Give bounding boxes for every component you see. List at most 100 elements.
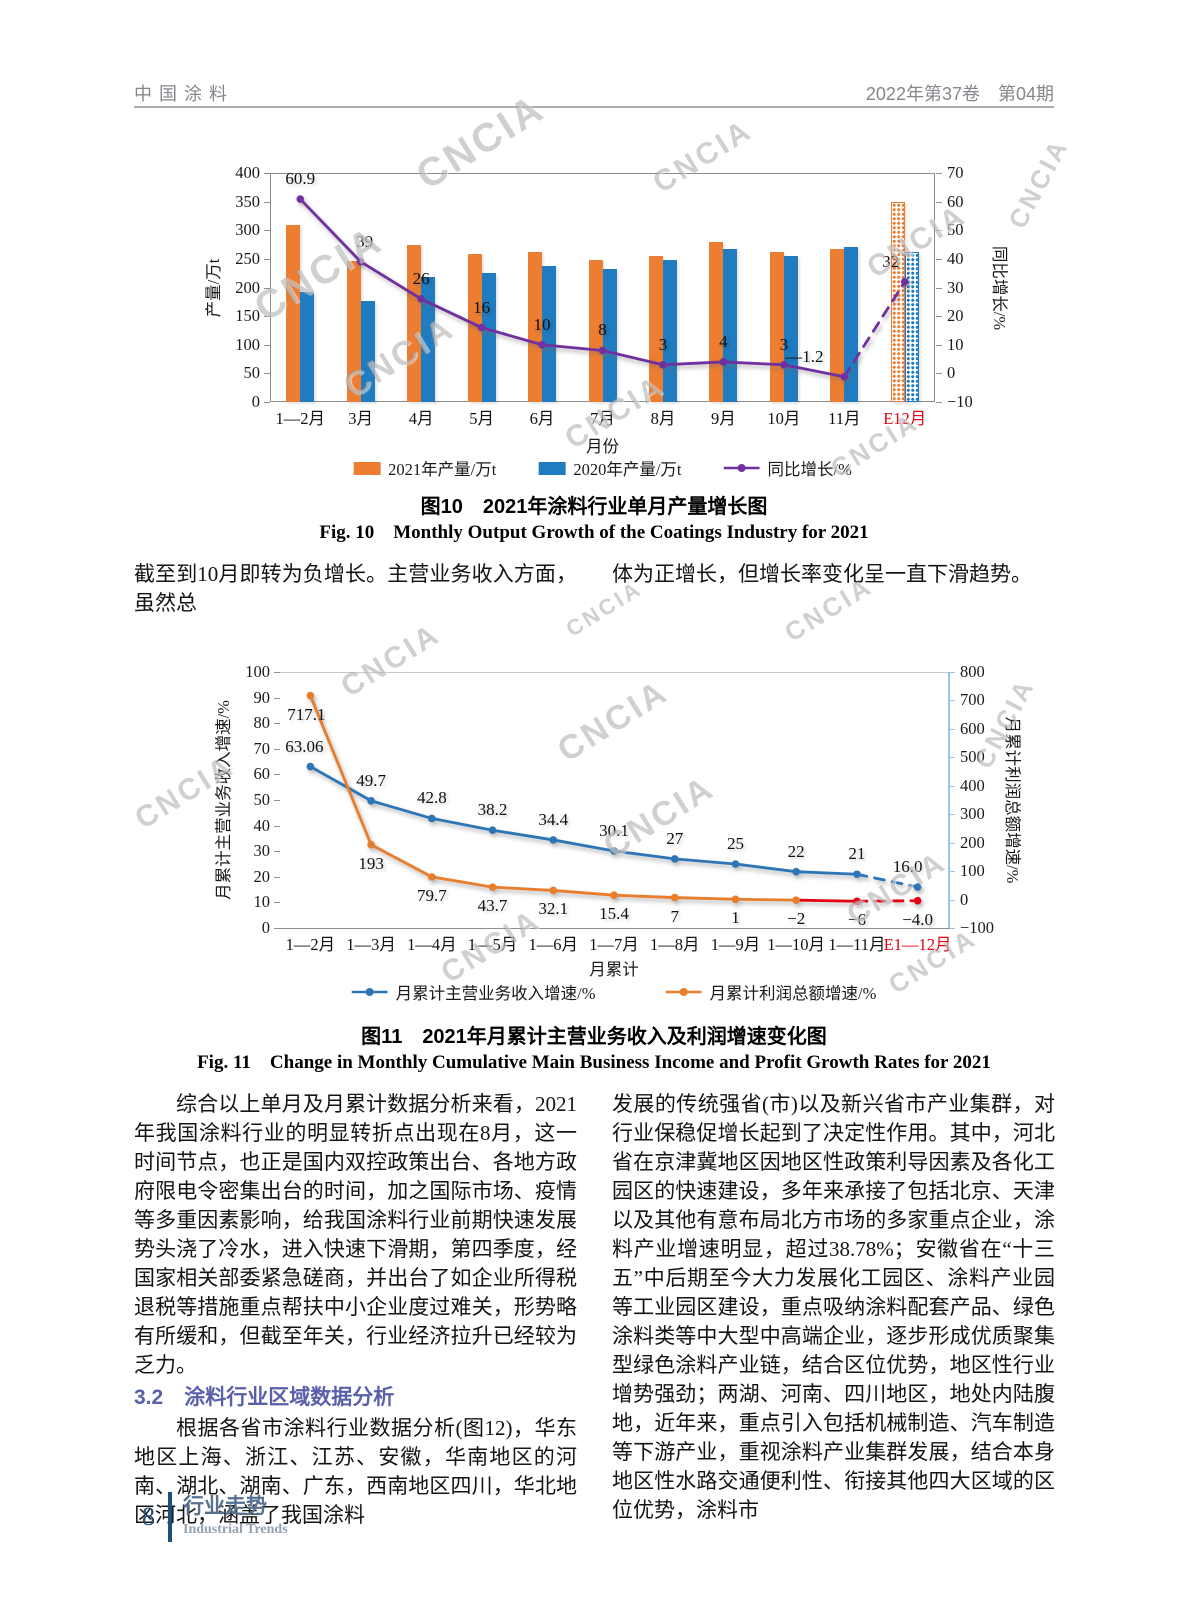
data-label: 34.4 [538, 809, 569, 829]
y-axis-tick-mark [264, 344, 270, 346]
x-axis-tick-label: 1—11月 [828, 935, 886, 954]
data-label: 4 [719, 331, 728, 351]
y-axis-tick-label: −100 [960, 918, 995, 937]
y-axis-tick-mark [274, 825, 280, 827]
y-axis-tick-mark [264, 201, 270, 203]
bar-2021 [467, 253, 482, 402]
legend-label: 同比增长/% [767, 460, 852, 479]
x-axis-tick-label: E1—12月 [883, 935, 952, 954]
y-axis-tick-label: 80 [253, 713, 271, 733]
fig11-caption-en: Fig. 11 Change in Monthly Cumulative Mai… [197, 1052, 991, 1073]
y-axis-tick-mark [949, 928, 955, 929]
footer: 8 行业走势 Industrial Trends [142, 1492, 288, 1542]
y-axis-tick-mark [274, 723, 280, 725]
y-axis-tick-mark [936, 373, 942, 375]
y-axis-tick-label: 350 [235, 191, 260, 211]
y-axis-tick-mark [949, 700, 955, 702]
y-axis-title-right: 月累计利润总额增速/% [1003, 716, 1022, 884]
data-label: 16 [473, 297, 491, 317]
y-axis-tick-mark [936, 258, 942, 260]
x-axis-tick-label: 1—9月 [710, 935, 761, 954]
data-label: 63.06 [285, 736, 324, 756]
y-axis-tick-mark [949, 785, 955, 787]
y-axis-tick-label: 40 [947, 248, 964, 268]
y-axis-tick-mark [949, 728, 955, 730]
section-heading-3-2: 3.2 涂料行业区域数据分析 [134, 1386, 395, 1409]
data-label: 49.7 [356, 770, 386, 790]
right-axis-line [948, 672, 950, 928]
bar-2021 [346, 260, 361, 402]
data-label: 3 [779, 334, 789, 354]
y-axis-tick-mark [949, 871, 955, 873]
page-number: 8 [142, 1502, 155, 1531]
y-axis-tick-label: 10 [253, 892, 271, 912]
data-label: 26 [412, 268, 430, 288]
y-axis-tick-label: 0 [261, 918, 270, 937]
bar-2020 [904, 252, 919, 402]
data-label: 42.8 [416, 788, 447, 808]
y-axis-tick-label: 20 [253, 866, 271, 886]
y-axis-tick-label: 800 [960, 662, 985, 681]
legend-item: 2021年产量/万t [353, 456, 496, 480]
y-axis-tick-label: 90 [253, 687, 271, 707]
data-label: 22 [787, 841, 805, 861]
x-axis-tick-label: 8月 [650, 409, 676, 428]
data-label: −6 [847, 910, 866, 930]
body-paragraph: 发展的传统强省(市)以及新兴省市产业集群，对行业保稳促增长起到了决定性作用。其中… [612, 1092, 1055, 1522]
body-paragraph: 综合以上单月及月累计数据分析来看，2021年我国涂料行业的明显转折点出现在8月，… [134, 1092, 577, 1377]
x-axis-tick-label: 1—5月 [467, 935, 518, 954]
y-axis-tick-label: 100 [235, 334, 260, 354]
x-axis-title: 月累计 [589, 960, 639, 979]
data-label: 10 [533, 314, 551, 334]
legend-label: 2021年产量/万t [388, 460, 497, 479]
y-axis-tick-label: 10 [947, 334, 964, 354]
legend-label: 月累计利润总额增速/% [709, 984, 877, 1003]
bar-2021 [890, 201, 905, 402]
series-line [296, 195, 909, 381]
y-axis-tick-label: 150 [235, 306, 260, 326]
y-axis-tick-mark [936, 230, 942, 232]
y-axis-tick-mark [949, 842, 955, 844]
y-axis-tick-mark [949, 899, 955, 901]
data-label: 3 [658, 334, 668, 354]
legend-label: 月累计主营业务收入增速/% [395, 984, 596, 1003]
y-axis-tick-label: 30 [253, 841, 271, 861]
x-axis-tick-label: 9月 [711, 409, 736, 428]
y-axis-tick-mark [264, 230, 270, 232]
chart-legend: 2021年产量/万t 2020年产量/万t 同比增长/% [353, 456, 852, 480]
y-axis-tick-mark [274, 697, 280, 699]
y-axis-tick-mark [936, 316, 942, 318]
series-line [306, 691, 922, 906]
y-axis-tick-label: 100 [960, 861, 985, 881]
y-axis-tick-label: 50 [243, 363, 261, 383]
series-line [306, 762, 922, 891]
x-axis-tick-label: 3月 [348, 409, 374, 428]
y-axis-tick-label: 70 [253, 738, 271, 758]
bar-2020 [481, 273, 496, 402]
legend-line-swatch [351, 988, 388, 996]
y-axis-tick-mark [274, 851, 280, 853]
y-axis-tick-mark [264, 402, 270, 403]
bar-2020 [360, 300, 375, 402]
x-axis-tick-label: 1—3月 [346, 935, 396, 954]
bar-2021 [528, 252, 543, 402]
intro-text-right: 体为正增长，但增长率变化呈一直下滑趋势。 [612, 562, 1032, 586]
y-axis-tick-label: 50 [947, 220, 964, 240]
data-label: 39 [356, 231, 374, 251]
y-axis-tick-label: 30 [947, 277, 964, 297]
y-axis-tick-label: 70 [947, 163, 964, 182]
bar-2020 [542, 265, 557, 402]
x-axis-tick-label: 1—4月 [407, 935, 457, 954]
y-axis-title-right: 同比增长/% [990, 245, 1009, 330]
y-axis-tick-mark [274, 748, 280, 750]
y-axis-tick-mark [274, 902, 280, 904]
y-axis-title-left: 产量/万t [204, 258, 223, 317]
y-axis-tick-label: 0 [947, 363, 956, 383]
data-label: 38.2 [477, 800, 508, 820]
y-axis-tick-mark [274, 672, 280, 673]
y-axis-tick-mark [936, 173, 942, 174]
y-axis-tick-mark [949, 757, 955, 759]
x-axis-tick-label: 1—6月 [528, 935, 579, 954]
y-axis-tick-mark [936, 287, 942, 289]
